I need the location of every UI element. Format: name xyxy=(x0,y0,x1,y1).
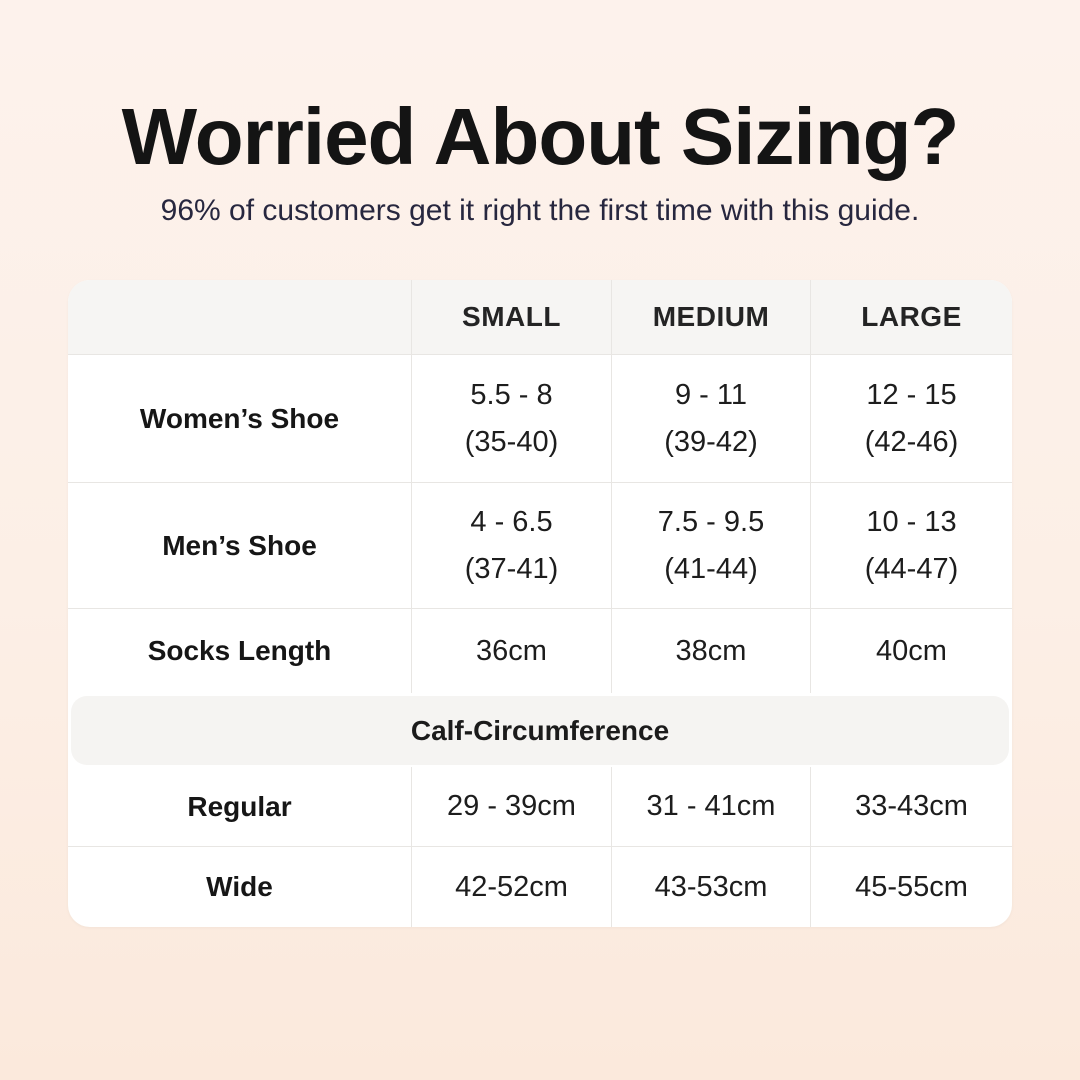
size-table: SMALL MEDIUM LARGE Women’s Shoe 5.5 - 8 … xyxy=(68,280,1012,928)
table-row-regular: Regular 29 - 39cm 31 - 41cm 33-43cm xyxy=(68,767,1012,848)
cell-mens-large: 10 - 13 (44-47) xyxy=(810,483,1012,609)
cell-value-us: 9 - 11 xyxy=(674,378,747,411)
cell-value-eu: (39-42) xyxy=(664,425,758,458)
table-header-row: SMALL MEDIUM LARGE xyxy=(68,280,1012,356)
cell-value-eu: (41-44) xyxy=(664,552,758,585)
cell-value-eu: (42-46) xyxy=(864,425,959,458)
cell-value-us: 12 - 15 xyxy=(866,378,957,411)
cell-mens-medium: 7.5 - 9.5 (41-44) xyxy=(611,483,810,609)
row-label-wide: Wide xyxy=(206,871,273,903)
row-label-womens-shoe: Women’s Shoe xyxy=(139,402,340,434)
page-subtitle: 96% of customers get it right the first … xyxy=(160,194,920,228)
header-empty-cell xyxy=(68,280,411,354)
cell-womens-small: 5.5 - 8 (35-40) xyxy=(411,355,611,483)
cell-womens-large: 12 - 15 (42-46) xyxy=(810,355,1012,483)
section-band-row: Calf-Circumference xyxy=(68,693,1012,767)
cell-regular-large: 33-43cm xyxy=(810,767,1012,847)
row-label-mens-shoe: Men’s Shoe xyxy=(162,529,317,561)
page-title: Worried About Sizing? xyxy=(121,92,960,181)
cell-value-us: 7.5 - 9.5 xyxy=(657,505,765,538)
cell-mens-small: 4 - 6.5 (37-41) xyxy=(411,483,611,609)
header-small: SMALL xyxy=(411,280,611,355)
header-large: LARGE xyxy=(810,280,1012,355)
table-row-wide: Wide 42-52cm 43-53cm 45-55cm xyxy=(68,847,1012,928)
cell-socks-small: 36cm xyxy=(411,609,611,694)
cell-wide-large: 45-55cm xyxy=(810,847,1012,928)
cell-wide-medium: 43-53cm xyxy=(611,847,810,928)
cell-value-us: 5.5 - 8 xyxy=(470,378,553,411)
cell-regular-small: 29 - 39cm xyxy=(411,767,611,847)
table-row-womens-shoe: Women’s Shoe 5.5 - 8 (35-40) 9 - 11 (39-… xyxy=(68,355,1012,484)
cell-value-us: 10 - 13 xyxy=(866,505,957,538)
table-row-mens-shoe: Men’s Shoe 4 - 6.5 (37-41) 7.5 - 9.5 (41… xyxy=(68,483,1012,610)
cell-socks-large: 40cm xyxy=(810,609,1012,694)
row-label-socks-length: Socks Length xyxy=(147,635,332,667)
cell-value-eu: (37-41) xyxy=(464,552,559,585)
header-medium: MEDIUM xyxy=(611,280,810,355)
table-row-socks-length: Socks Length 36cm 38cm 40cm xyxy=(68,609,1012,694)
row-label-regular: Regular xyxy=(187,790,292,822)
cell-wide-small: 42-52cm xyxy=(411,847,611,928)
cell-value-us: 4 - 6.5 xyxy=(470,505,553,538)
cell-socks-medium: 38cm xyxy=(611,609,810,694)
section-title-calf-circumference: Calf-Circumference xyxy=(71,696,1009,766)
cell-value-eu: (35-40) xyxy=(464,425,559,458)
cell-womens-medium: 9 - 11 (39-42) xyxy=(611,355,810,483)
cell-value-eu: (44-47) xyxy=(864,552,959,585)
cell-regular-medium: 31 - 41cm xyxy=(611,767,810,847)
